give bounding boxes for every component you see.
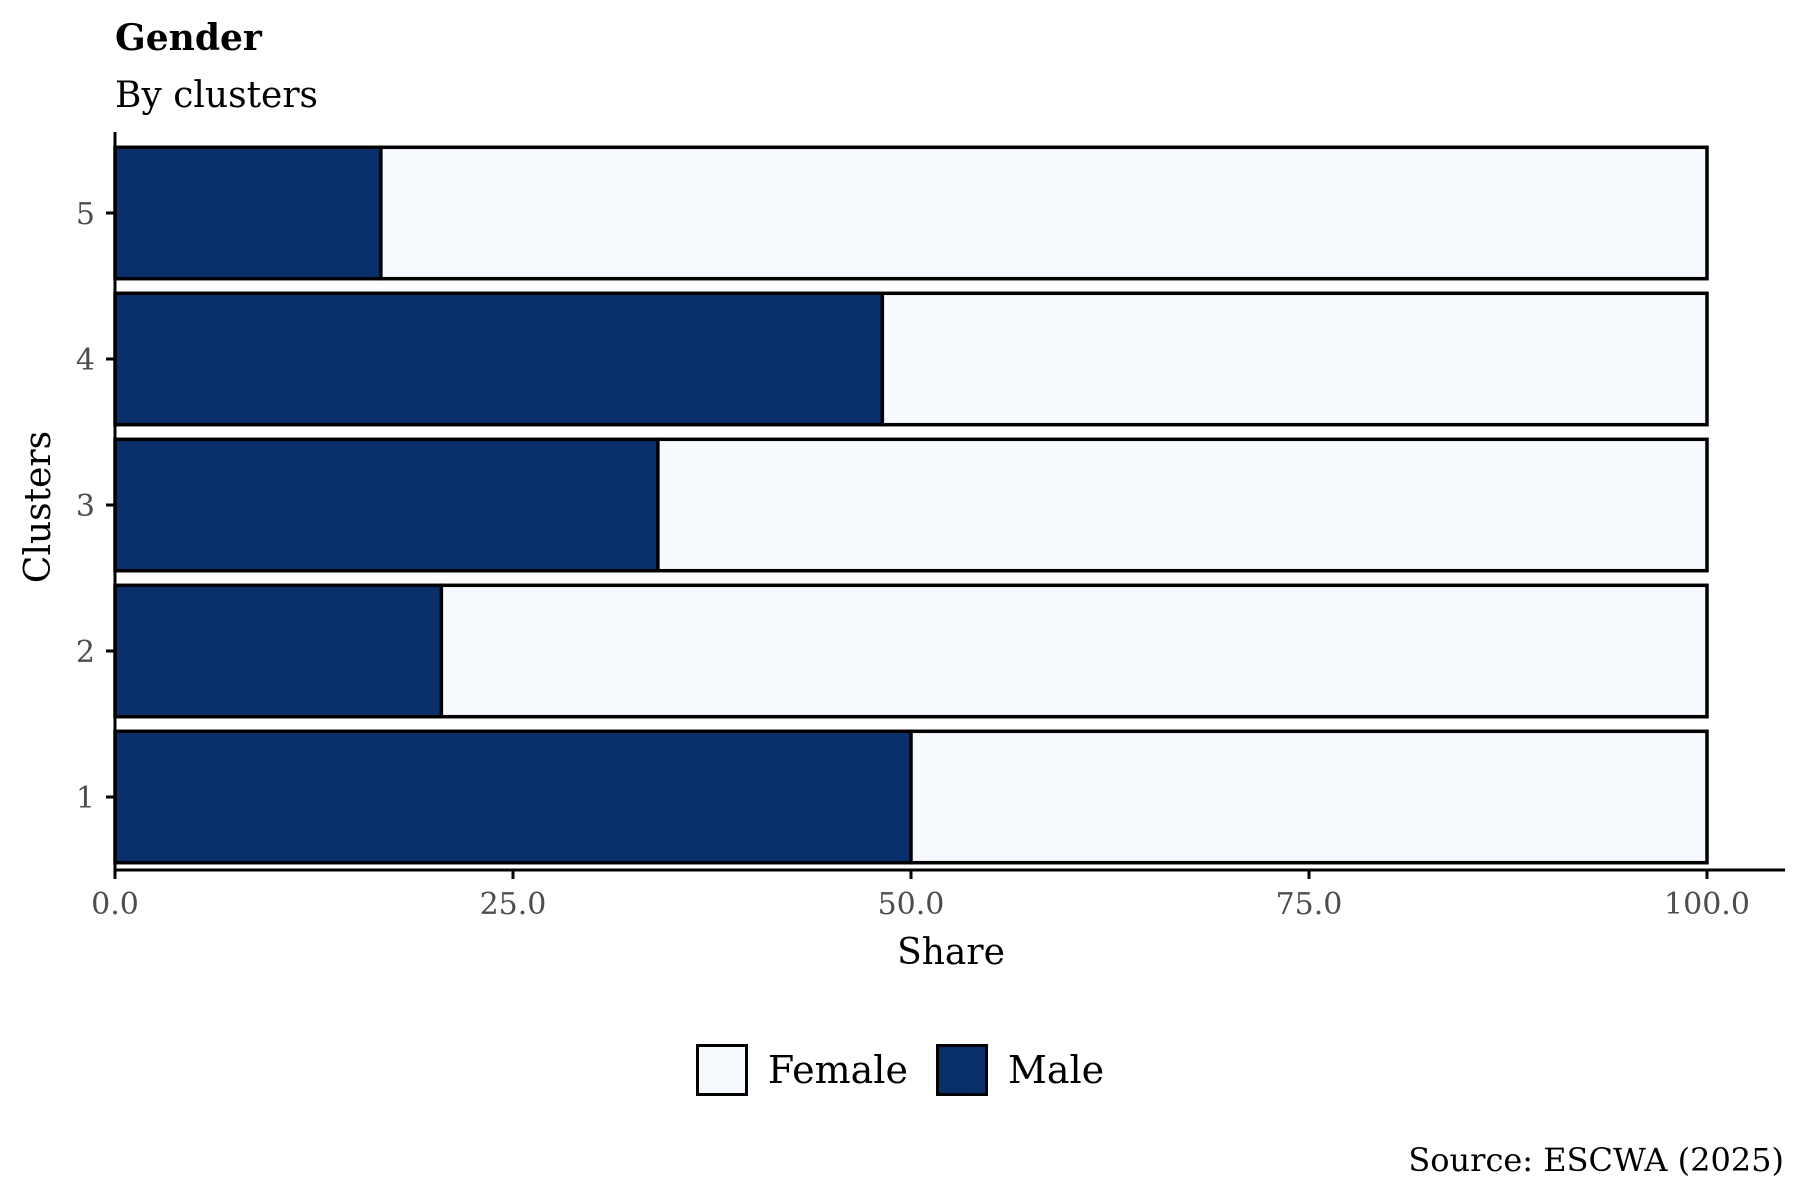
axes-layer: 0.0 25.0 50.0 75.0 100.0 1 2 3 4 5 [76,132,1785,922]
legend-label-male: Male [1007,1048,1105,1092]
x-tick-label: 50.0 [878,887,945,922]
y-tick-label: 3 [76,489,95,524]
x-axis-title: Share [897,932,1005,973]
bar-male-cluster-5 [113,145,383,281]
legend-swatch-male [935,1044,988,1096]
x-tick-label: 0.0 [91,887,139,922]
chart-title: Gender [115,17,262,59]
y-tick-label: 1 [76,781,95,816]
bar-male-cluster-1 [113,729,913,865]
legend-label-female: Female [767,1048,908,1092]
legend-item-female: Female [695,1044,908,1096]
legend-swatch-female [695,1044,748,1096]
bar-male-cluster-3 [113,437,660,573]
legend-item-male: Male [935,1044,1105,1096]
bar-female-cluster-4 [880,291,1709,427]
bar-male-cluster-4 [113,291,885,427]
y-axis-title: Clusters [18,431,59,583]
bar-female-cluster-3 [656,437,1709,573]
y-tick-label: 5 [76,197,95,232]
x-tick-label: 100.0 [1664,887,1750,922]
legend: Female Male [0,1044,1800,1096]
y-tick-label: 4 [76,343,95,378]
bars-layer [113,145,1709,865]
bar-female-cluster-1 [909,729,1709,865]
bar-female-cluster-5 [379,145,1709,281]
y-tick-label: 2 [76,635,95,670]
bar-female-cluster-2 [439,583,1709,719]
source-note: Source: ESCWA (2025) [1408,1141,1784,1179]
x-tick-label: 25.0 [480,887,547,922]
bar-male-cluster-2 [113,583,444,719]
chart-subtitle: By clusters [115,75,319,116]
x-tick-label: 75.0 [1276,887,1343,922]
